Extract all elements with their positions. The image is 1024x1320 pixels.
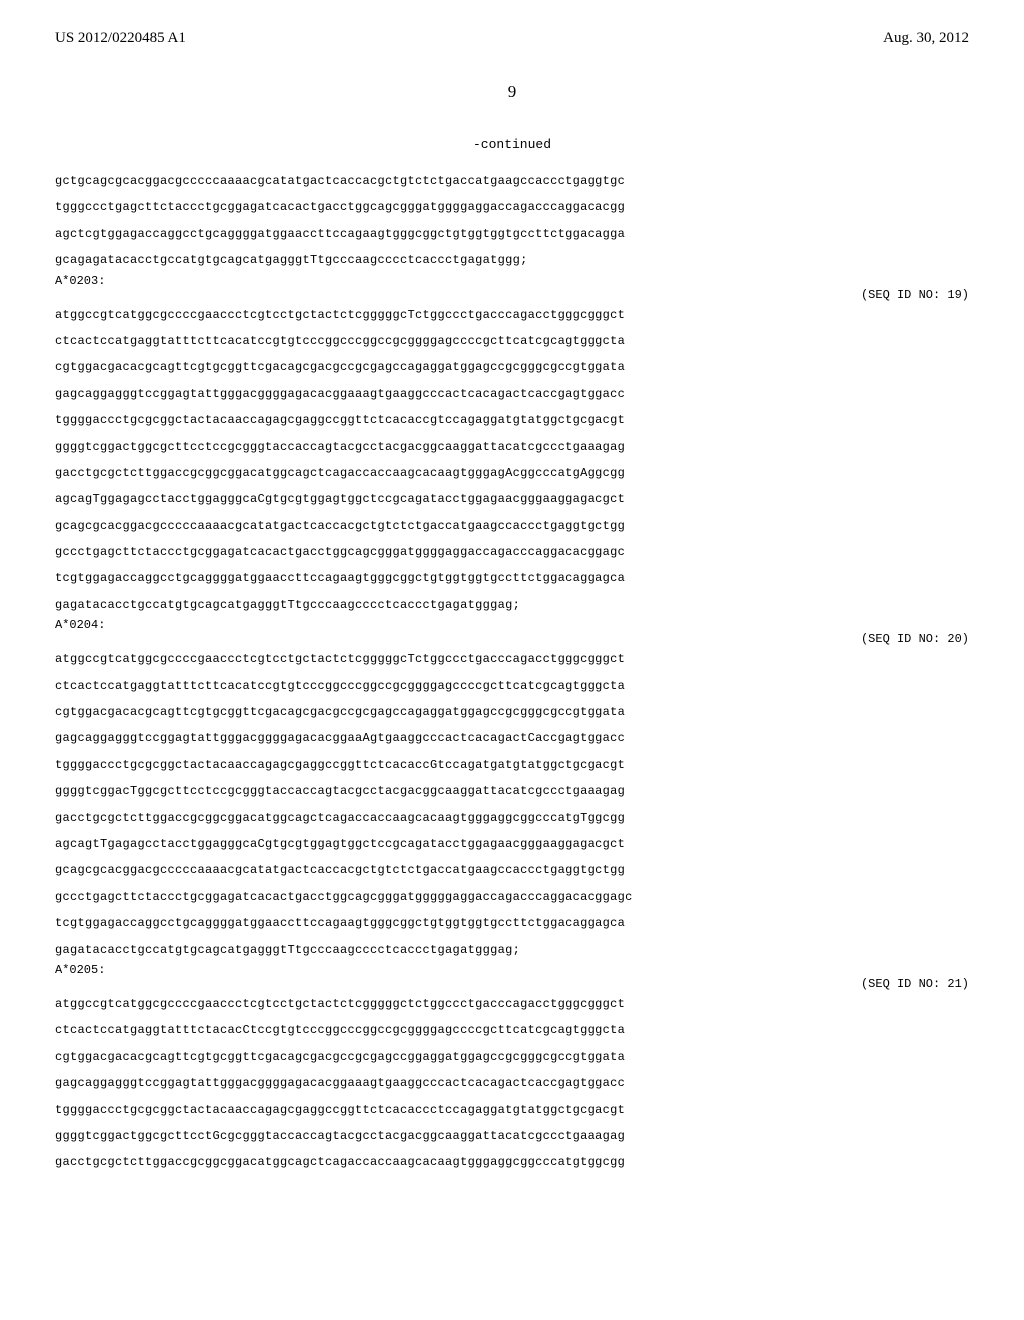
sequence-line: atggccgtcatggcgccccgaaccctcgtcctgctactct… [55, 991, 969, 1017]
sequence-line: gagcaggagggtccggagtattgggacggggagacacgga… [55, 381, 969, 407]
sequence-line: tggggaccctgcgcggctactacaaccagagcgaggccgg… [55, 752, 969, 778]
sequence-line: tcgtggagaccaggcctgcaggggatggaaccttccagaa… [55, 910, 969, 936]
sequence-line: agctcgtggagaccaggcctgcaggggatggaaccttcca… [55, 221, 969, 247]
sequence-block: atggccgtcatggcgccccgaaccctcgtcctgctactct… [55, 302, 969, 619]
sequence-line: atggccgtcatggcgccccgaaccctcgtcctgctactct… [55, 646, 969, 672]
sequence-block: atggccgtcatggcgccccgaaccctcgtcctgctactct… [55, 991, 969, 1176]
continued-label: -continued [55, 137, 969, 152]
sequence-line: gagcaggagggtccggagtattgggacggggagacacgga… [55, 725, 969, 751]
document-header: US 2012/0220485 A1 Aug. 30, 2012 [55, 30, 969, 47]
sequence-line: ctcactccatgaggtatttctacacCtccgtgtcccggcc… [55, 1017, 969, 1043]
sequence-line: tcgtggagaccaggcctgcaggggatggaaccttccagaa… [55, 565, 969, 591]
seq-id-label: (SEQ ID NO: 20) [55, 632, 969, 646]
sequence-line: tggggaccctgcgcggctactacaaccagagcgaggccgg… [55, 407, 969, 433]
sequence-line: cgtggacgacacgcagttcgtgcggttcgacagcgacgcc… [55, 699, 969, 725]
allele-label: A*0205: [55, 963, 969, 977]
publication-date: Aug. 30, 2012 [883, 30, 969, 47]
seq-id-label: (SEQ ID NO: 19) [55, 288, 969, 302]
sequence-line: ggggtcggacTggcgcttcctccgcgggtaccaccagtac… [55, 778, 969, 804]
sequence-line: gcagagatacacctgccatgtgcagcatgagggtTtgccc… [55, 247, 969, 273]
sequence-line: gccctgagcttctaccctgcggagatcacactgacctggc… [55, 884, 969, 910]
sequence-line: gccctgagcttctaccctgcggagatcacactgacctggc… [55, 539, 969, 565]
sequence-line: tggggaccctgcgcggctactacaaccagagcgaggccgg… [55, 1097, 969, 1123]
page-number: 9 [55, 82, 969, 102]
sequence-block: atggccgtcatggcgccccgaaccctcgtcctgctactct… [55, 646, 969, 963]
sequence-line: agcagtTgagagcctacctggagggcaCgtgcgtggagtg… [55, 831, 969, 857]
sequence-line: cgtggacgacacgcagttcgtgcggttcgacagcgacgcc… [55, 354, 969, 380]
allele-label: A*0203: [55, 274, 969, 288]
patent-number: US 2012/0220485 A1 [55, 30, 186, 47]
sequence-line: ggggtcggactggcgcttcctGcgcgggtaccaccagtac… [55, 1123, 969, 1149]
sequence-line: gagatacacctgccatgtgcagcatgagggtTtgcccaag… [55, 937, 969, 963]
seq-id-label: (SEQ ID NO: 21) [55, 977, 969, 991]
sequence-line: tgggccctgagcttctaccctgcggagatcacactgacct… [55, 194, 969, 220]
sequence-line: gcagcgcacggacgcccccaaaacgcatatgactcaccac… [55, 857, 969, 883]
sequence-line: gacctgcgctcttggaccgcggcggacatggcagctcaga… [55, 460, 969, 486]
sequence-line: gacctgcgctcttggaccgcggcggacatggcagctcaga… [55, 1149, 969, 1175]
sequence-line: ggggtcggactggcgcttcctccgcgggtaccaccagtac… [55, 434, 969, 460]
sequence-line: ctcactccatgaggtatttcttcacatccgtgtcccggcc… [55, 328, 969, 354]
sequences-container: gctgcagcgcacggacgcccccaaaacgcatatgactcac… [55, 168, 969, 1176]
sequence-line: gcagcgcacggacgcccccaaaacgcatatgactcaccac… [55, 513, 969, 539]
sequence-line: gacctgcgctcttggaccgcggcggacatggcagctcaga… [55, 805, 969, 831]
sequence-line: agcagTggagagcctacctggagggcaCgtgcgtggagtg… [55, 486, 969, 512]
sequence-block: gctgcagcgcacggacgcccccaaaacgcatatgactcac… [55, 168, 969, 274]
sequence-line: gagcaggagggtccggagtattgggacggggagacacgga… [55, 1070, 969, 1096]
sequence-line: cgtggacgacacgcagttcgtgcggttcgacagcgacgcc… [55, 1044, 969, 1070]
sequence-line: gctgcagcgcacggacgcccccaaaacgcatatgactcac… [55, 168, 969, 194]
allele-label: A*0204: [55, 618, 969, 632]
sequence-line: atggccgtcatggcgccccgaaccctcgtcctgctactct… [55, 302, 969, 328]
sequence-line: ctcactccatgaggtatttcttcacatccgtgtcccggcc… [55, 673, 969, 699]
sequence-line: gagatacacctgccatgtgcagcatgagggtTtgcccaag… [55, 592, 969, 618]
